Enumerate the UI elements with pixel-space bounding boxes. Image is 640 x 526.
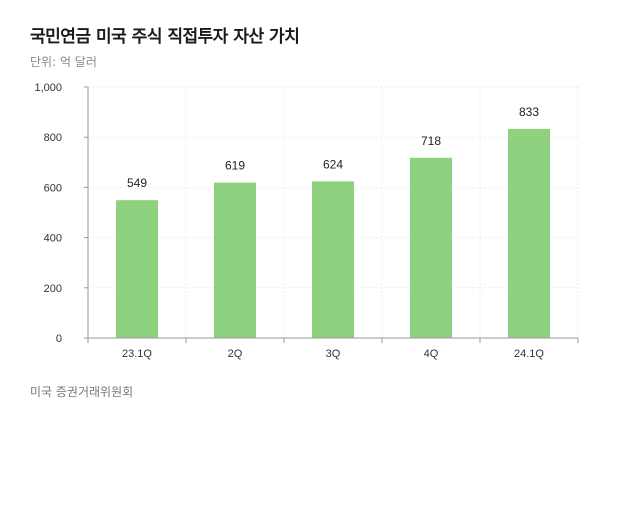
- bar: [410, 157, 452, 338]
- y-tick-label: 800: [44, 132, 62, 144]
- x-tick-label: 2Q: [228, 348, 243, 360]
- grid-lines: [88, 86, 579, 338]
- x-tick-label: 4Q: [424, 348, 439, 360]
- y-tick-label: 400: [44, 233, 62, 245]
- bar: [312, 181, 354, 338]
- y-tick-label: 200: [44, 283, 62, 295]
- x-tick-label: 24.1Q: [514, 348, 544, 360]
- x-tick-label: 23.1Q: [122, 348, 152, 360]
- y-tick-label: 600: [44, 182, 62, 194]
- bar: [214, 182, 256, 338]
- bar: [508, 128, 550, 338]
- bar: [116, 200, 158, 338]
- bar-value-label: 718: [421, 134, 441, 148]
- bar-value-label: 624: [323, 157, 343, 171]
- y-tick-label: 1,000: [34, 82, 62, 94]
- x-tick-label: 3Q: [326, 348, 341, 360]
- axes: [84, 86, 579, 343]
- labels: 0 200 400 600 800 1,000 549 23.1Q 619 2Q 624 3Q 718 4…: [34, 82, 544, 360]
- chart-title: 국민연금 미국 주식 직접투자 자산 가치: [30, 27, 300, 47]
- chart-source: 미국 증권거래위원회: [30, 385, 134, 399]
- bars: [116, 128, 550, 338]
- bar-value-label: 549: [127, 176, 147, 190]
- bar-value-label: 833: [519, 105, 539, 119]
- y-tick-label: 0: [56, 333, 62, 345]
- chart-subtitle: 단위: 억 달러: [30, 55, 97, 69]
- bar-value-label: 619: [225, 159, 245, 173]
